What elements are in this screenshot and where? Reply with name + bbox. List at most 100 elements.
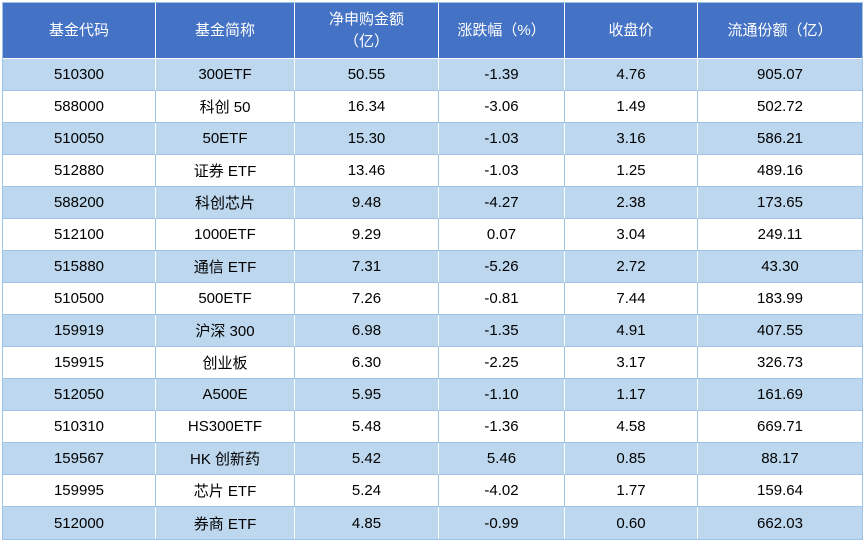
table-cell: 沪深 300: [156, 315, 295, 347]
table-cell: 159.64: [698, 475, 862, 507]
table-cell: 588000: [3, 91, 156, 123]
table-cell: 0.60: [565, 507, 698, 539]
table-cell: 券商 ETF: [156, 507, 295, 539]
table-cell: 3.17: [565, 347, 698, 379]
table-row: 510050 50ETF 15.30 -1.03 3.16 586.21: [3, 123, 862, 155]
table-cell: 4.91: [565, 315, 698, 347]
table-cell: 通信 ETF: [156, 251, 295, 283]
table-cell: 300ETF: [156, 59, 295, 91]
table-cell: 510300: [3, 59, 156, 91]
table-cell: 0.07: [439, 219, 565, 251]
table-cell: 586.21: [698, 123, 862, 155]
table-cell: 905.07: [698, 59, 862, 91]
table-cell: 5.95: [295, 379, 439, 411]
table-cell: 4.76: [565, 59, 698, 91]
table-cell: 芯片 ETF: [156, 475, 295, 507]
table-cell: 43.30: [698, 251, 862, 283]
header-row: 基金代码 基金简称 净申购金额 （亿） 涨跌幅（%） 收盘价 流通份额（亿）: [3, 3, 862, 59]
table-cell: 7.44: [565, 283, 698, 315]
table-cell: -1.03: [439, 123, 565, 155]
table-cell: -5.26: [439, 251, 565, 283]
table-cell: 50.55: [295, 59, 439, 91]
table-cell: 6.30: [295, 347, 439, 379]
table-cell: 510310: [3, 411, 156, 443]
table-cell: 科创 50: [156, 91, 295, 123]
column-header: 流通份额（亿）: [698, 3, 862, 59]
table-cell: 7.31: [295, 251, 439, 283]
table-cell: 6.98: [295, 315, 439, 347]
table-cell: 1.77: [565, 475, 698, 507]
table-cell: 9.48: [295, 187, 439, 219]
table-cell: 669.71: [698, 411, 862, 443]
table-cell: -3.06: [439, 91, 565, 123]
table-body: 510300 300ETF 50.55 -1.39 4.76 905.07 588000 科创…: [3, 59, 862, 539]
table-cell: 创业板: [156, 347, 295, 379]
table-row: 588000 科创 50 16.34 -3.06 1.49 502.72: [3, 91, 862, 123]
table-row: 159995 芯片 ETF 5.24 -4.02 1.77 159.64: [3, 475, 862, 507]
table-row: 159915 创业板 6.30 -2.25 3.17 326.73: [3, 347, 862, 379]
table-cell: 1.49: [565, 91, 698, 123]
table-row: 512100 1000ETF 9.29 0.07 3.04 249.11: [3, 219, 862, 251]
table-cell: 159567: [3, 443, 156, 475]
table-cell: 7.26: [295, 283, 439, 315]
table-cell: 512880: [3, 155, 156, 187]
table-cell: 4.58: [565, 411, 698, 443]
table-row: 510300 300ETF 50.55 -1.39 4.76 905.07: [3, 59, 862, 91]
column-header: 净申购金额 （亿）: [295, 3, 439, 59]
table-cell: 5.24: [295, 475, 439, 507]
table-row: 512000 券商 ETF 4.85 -0.99 0.60 662.03: [3, 507, 862, 539]
table-row: 515880 通信 ETF 7.31 -5.26 2.72 43.30: [3, 251, 862, 283]
column-header: 涨跌幅（%）: [439, 3, 565, 59]
table-cell: 88.17: [698, 443, 862, 475]
column-header: 收盘价: [565, 3, 698, 59]
table-cell: 3.16: [565, 123, 698, 155]
table-cell: 183.99: [698, 283, 862, 315]
table-cell: 510050: [3, 123, 156, 155]
table-row: 588200 科创芯片 9.48 -4.27 2.38 173.65: [3, 187, 862, 219]
table-cell: 249.11: [698, 219, 862, 251]
table-cell: -1.10: [439, 379, 565, 411]
table-cell: 13.46: [295, 155, 439, 187]
table-cell: 2.72: [565, 251, 698, 283]
table-cell: 1.25: [565, 155, 698, 187]
table-cell: 588200: [3, 187, 156, 219]
table-row: 512050 A500E 5.95 -1.10 1.17 161.69: [3, 379, 862, 411]
table-row: 159919 沪深 300 6.98 -1.35 4.91 407.55: [3, 315, 862, 347]
table-cell: 科创芯片: [156, 187, 295, 219]
table-cell: 1.17: [565, 379, 698, 411]
table-cell: 159919: [3, 315, 156, 347]
table-cell: -1.36: [439, 411, 565, 443]
table-cell: -0.99: [439, 507, 565, 539]
table-cell: -2.25: [439, 347, 565, 379]
table-cell: 0.85: [565, 443, 698, 475]
table-cell: -1.35: [439, 315, 565, 347]
table-cell: 1000ETF: [156, 219, 295, 251]
table-cell: -1.03: [439, 155, 565, 187]
table-cell: 4.85: [295, 507, 439, 539]
table-cell: 159995: [3, 475, 156, 507]
table-cell: HS300ETF: [156, 411, 295, 443]
table-cell: 159915: [3, 347, 156, 379]
table-cell: 9.29: [295, 219, 439, 251]
table-row: 510500 500ETF 7.26 -0.81 7.44 183.99: [3, 283, 862, 315]
fund-flow-table: 基金代码 基金简称 净申购金额 （亿） 涨跌幅（%） 收盘价 流通份额（亿） 510300 3…: [2, 2, 863, 540]
table-cell: 500ETF: [156, 283, 295, 315]
column-header: 基金代码: [3, 3, 156, 59]
table-row: 159567 HK 创新药 5.42 5.46 0.85 88.17: [3, 443, 862, 475]
table-cell: 5.46: [439, 443, 565, 475]
table-cell: -0.81: [439, 283, 565, 315]
column-header: 基金简称: [156, 3, 295, 59]
table-cell: 16.34: [295, 91, 439, 123]
table-cell: 407.55: [698, 315, 862, 347]
table-cell: 512050: [3, 379, 156, 411]
table-cell: 2.38: [565, 187, 698, 219]
table-cell: -4.02: [439, 475, 565, 507]
table-cell: 515880: [3, 251, 156, 283]
table-cell: 326.73: [698, 347, 862, 379]
table-cell: 662.03: [698, 507, 862, 539]
table-row: 512880 证券 ETF 13.46 -1.03 1.25 489.16: [3, 155, 862, 187]
table-cell: 173.65: [698, 187, 862, 219]
table-cell: 5.42: [295, 443, 439, 475]
table-cell: HK 创新药: [156, 443, 295, 475]
